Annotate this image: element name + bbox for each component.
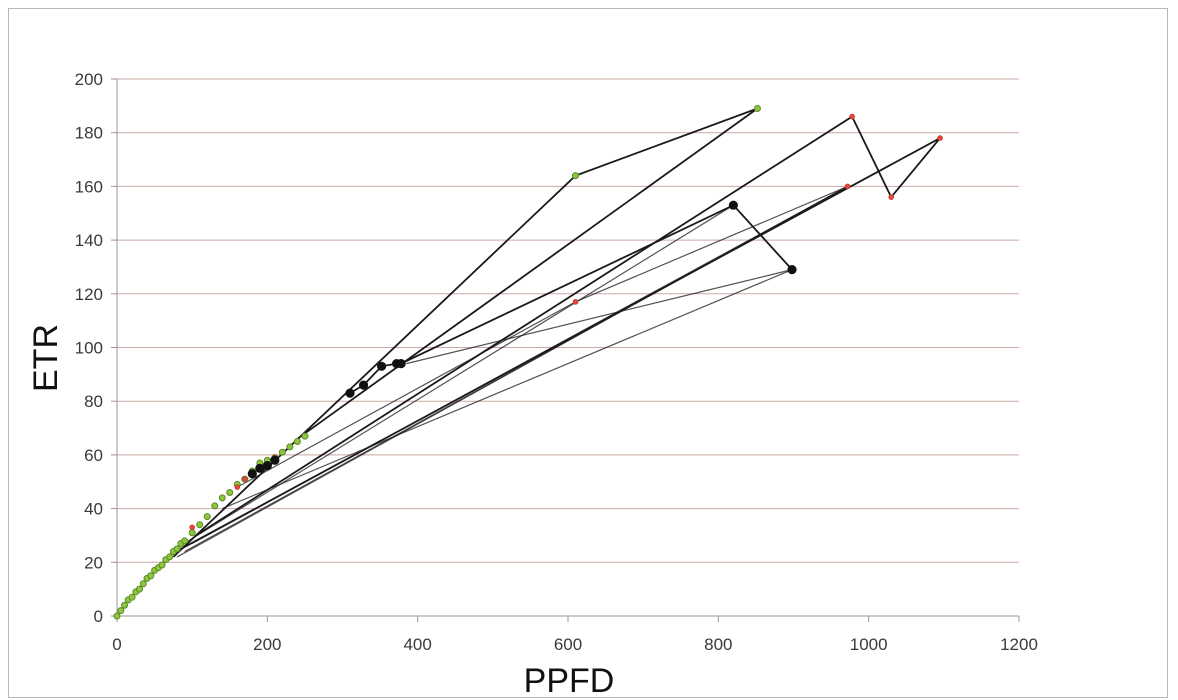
point-black-6 <box>376 361 387 371</box>
x-tick-label-1200: 1200 <box>1000 635 1038 654</box>
point-red-8 <box>844 183 851 190</box>
point-green-35 <box>572 172 580 180</box>
point-green-23 <box>218 494 226 502</box>
point-green-19 <box>188 529 196 537</box>
x-tick-label-800: 800 <box>704 635 732 654</box>
point-green-2 <box>121 601 129 609</box>
point-green-22 <box>211 502 219 510</box>
point-red-0 <box>189 524 195 531</box>
chart-svg: 0 20 40 60 80 100 120 140 160 180 200 0 200 400 600 800… <box>27 70 1038 699</box>
point-black-2 <box>262 461 272 471</box>
y-tick-label-80: 80 <box>84 392 103 411</box>
point-black-1 <box>255 463 265 473</box>
point-green-34 <box>301 432 309 440</box>
x-tick-label-1000: 1000 <box>850 635 888 654</box>
point-green-4 <box>128 593 136 601</box>
y-tick-label-0: 0 <box>94 607 103 626</box>
connector-line-4 <box>406 269 793 365</box>
y-tick-label-160: 160 <box>75 177 103 196</box>
point-red-9 <box>572 299 579 305</box>
y-tick-label-100: 100 <box>75 339 103 358</box>
y-tick-label-200: 200 <box>75 70 103 89</box>
y-axis-title: ETR <box>27 324 65 392</box>
point-green-1 <box>117 607 125 615</box>
chart-frame: 0 20 40 60 80 100 120 140 160 180 200 0 200 400 600 800… <box>8 8 1168 699</box>
axis-layer <box>111 78 1020 622</box>
y-tick-label-140: 140 <box>75 231 103 250</box>
point-green-7 <box>139 580 147 588</box>
point-red-6 <box>888 194 895 200</box>
connector-line-3 <box>575 185 848 303</box>
point-black-9 <box>728 200 738 210</box>
point-green-9 <box>147 572 155 580</box>
point-green-16 <box>173 545 181 553</box>
x-tick-label-200: 200 <box>253 635 281 654</box>
y-tick-label-180: 180 <box>75 124 103 143</box>
point-green-33 <box>293 437 301 445</box>
point-green-20 <box>196 521 204 529</box>
point-red-5 <box>849 113 855 120</box>
point-black-8 <box>396 359 406 369</box>
point-black-5 <box>358 380 369 390</box>
point-green-24 <box>226 488 234 496</box>
grid-layer <box>117 78 1019 563</box>
point-black-0 <box>247 469 257 479</box>
point-black-3 <box>270 455 280 465</box>
point-green-12 <box>158 561 166 569</box>
series-path-green <box>172 107 758 558</box>
y-tick-label-120: 120 <box>75 285 103 304</box>
point-black-4 <box>345 388 355 398</box>
x-tick-label-600: 600 <box>554 635 582 654</box>
x-axis-title: PPFD <box>524 662 615 699</box>
point-red-2 <box>241 476 248 482</box>
y-tick-label-40: 40 <box>84 500 103 519</box>
point-black-10 <box>787 265 797 275</box>
connector-line-5 <box>222 269 793 510</box>
point-green-18 <box>181 537 189 545</box>
series-path-red <box>180 115 941 550</box>
series-path-black <box>349 204 793 394</box>
connector-line-6 <box>188 204 734 542</box>
point-green-0 <box>113 612 121 620</box>
point-green-21 <box>203 513 211 521</box>
connector-line-7 <box>236 301 576 488</box>
x-tick-label-0: 0 <box>112 635 121 654</box>
line-layer <box>172 107 941 558</box>
point-red-1 <box>234 484 241 490</box>
point-green-36 <box>753 105 761 113</box>
point-green-31 <box>278 448 286 456</box>
point-red-7 <box>937 135 943 141</box>
y-tick-label-60: 60 <box>84 446 103 465</box>
point-green-6 <box>136 585 144 593</box>
label-layer: 0 20 40 60 80 100 120 140 160 180 200 0 200 400 600 800… <box>75 70 1038 654</box>
point-green-32 <box>286 443 294 451</box>
x-tick-label-400: 400 <box>403 635 431 654</box>
point-layer <box>113 105 943 620</box>
y-tick-label-20: 20 <box>84 553 103 572</box>
point-green-14 <box>166 553 174 561</box>
